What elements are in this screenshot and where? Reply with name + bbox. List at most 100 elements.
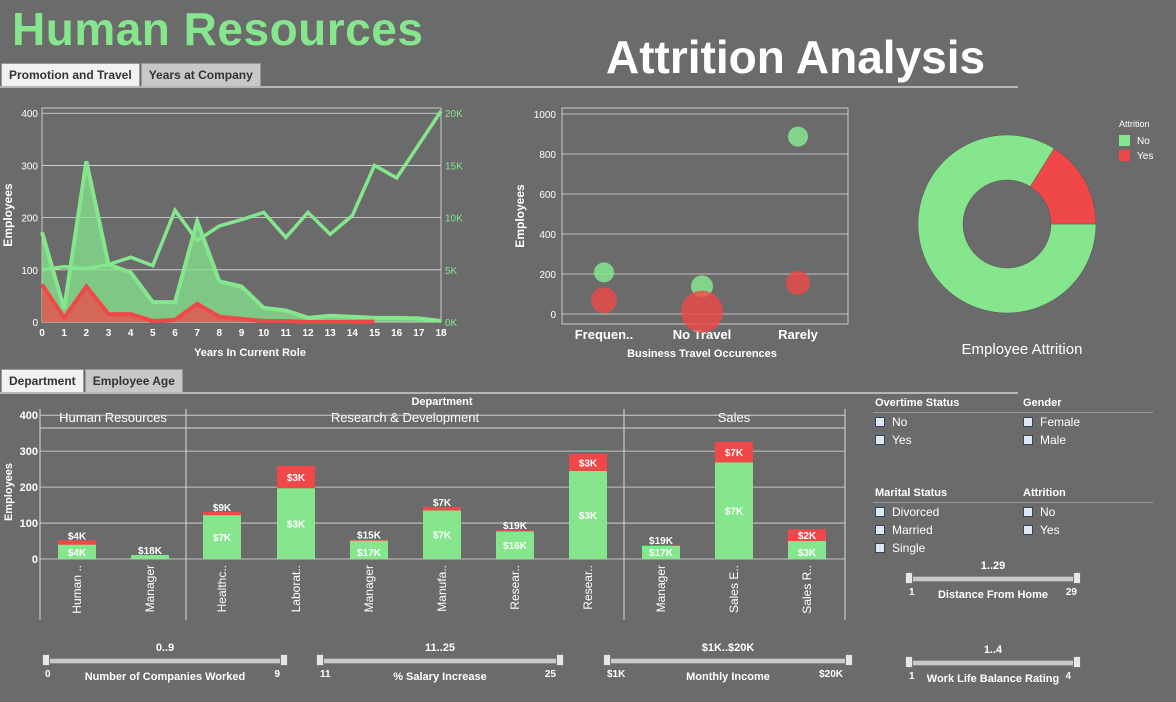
tab-promotion-travel[interactable]: Promotion and Travel <box>1 63 140 86</box>
checkbox-label: No <box>892 415 908 429</box>
attrition-filter-title: Attrition <box>1023 487 1066 499</box>
slider-max-handle[interactable] <box>845 654 853 666</box>
tab-department[interactable]: Department <box>1 369 84 392</box>
slider-track[interactable]: $1K $20K Monthly Income <box>603 654 853 683</box>
top-divider <box>0 86 1018 88</box>
bar-yes <box>423 506 461 511</box>
chart-title: Department <box>411 396 472 408</box>
salary-slider[interactable]: 11..25 11 25 % Salary Increase <box>316 642 564 684</box>
x-tick-label: 2 <box>84 328 90 339</box>
gender-male-checkbox[interactable]: Male <box>1023 433 1066 447</box>
marital-divorced-checkbox[interactable]: Divorced <box>875 505 939 519</box>
x-tick-label: 0 <box>39 328 45 339</box>
slider-track[interactable]: 11 25 % Salary Increase <box>316 654 564 683</box>
checkbox-label: Divorced <box>892 505 940 519</box>
marital-married-checkbox[interactable]: Married <box>875 523 933 537</box>
bar-yes-label: $18K <box>138 546 163 557</box>
y-tick-label: 200 <box>539 270 556 281</box>
companies-slider[interactable]: 0..9 0 9 Number of Companies Worked <box>42 642 288 684</box>
checkbox-box[interactable] <box>875 435 885 445</box>
checkbox-label: Single <box>892 541 926 555</box>
slider-min: $1K <box>607 669 626 680</box>
slider-range: 0..9 <box>155 642 175 654</box>
bar-no-label: $16K <box>503 541 528 552</box>
x-tick-label: 11 <box>281 328 292 339</box>
y-tick-label: 800 <box>539 150 556 161</box>
bar-no-label: $17K <box>649 548 674 559</box>
donut-chart-plot: Attrition No Yes Employee Attrition <box>917 119 1153 358</box>
brand-title: Human Resources <box>12 3 424 55</box>
donut-chart: Attrition No Yes Employee Attrition <box>917 119 1153 358</box>
income-slider[interactable]: $1K..$20K $1K $20K Monthly Income <box>603 642 853 684</box>
checkbox-label: Yes <box>1040 523 1060 537</box>
overtime-yes-checkbox[interactable]: Yes <box>875 433 912 447</box>
checkbox-box[interactable] <box>875 525 885 535</box>
attrition-yes-checkbox[interactable]: Yes <box>1023 523 1060 537</box>
bar-no-label: $7K <box>213 533 232 544</box>
slider-max-handle[interactable] <box>556 654 564 666</box>
bubble-yes <box>591 287 617 314</box>
slider-label: Monthly Income <box>686 671 770 683</box>
x-tick-label: Manager <box>362 565 376 612</box>
checkbox-box[interactable] <box>1023 525 1033 535</box>
gender-female-checkbox[interactable]: Female <box>1023 415 1080 429</box>
checkbox-box[interactable] <box>1023 435 1033 445</box>
bar-yes <box>350 539 388 541</box>
x-tick-label: Healthc.. <box>215 565 229 612</box>
slider-range: 11..25 <box>425 642 455 654</box>
checkbox-label: Yes <box>892 433 912 447</box>
slider-max-handle[interactable] <box>1073 572 1081 584</box>
filter-divider <box>873 502 1153 503</box>
checkbox-box[interactable] <box>1023 417 1033 427</box>
slider-min-handle[interactable] <box>905 656 913 668</box>
slider-max-handle[interactable] <box>280 654 288 666</box>
slider-bar <box>609 658 847 664</box>
slider-track[interactable]: 1 29 Distance From Home <box>905 572 1081 601</box>
overtime-no-checkbox[interactable]: No <box>875 415 907 429</box>
slider-max-handle[interactable] <box>1073 656 1081 668</box>
slider-track[interactable]: 0 9 Number of Companies Worked <box>42 654 288 683</box>
bubble-chart: 0 200 400 600 800 1000 Frequen.. No Travel Rarel… <box>513 107 849 360</box>
bar-yes-label: $3K <box>287 473 306 484</box>
checkbox-box[interactable] <box>875 507 885 517</box>
tab-employee-age[interactable]: Employee Age <box>84 369 183 392</box>
slider-min: 1 <box>909 671 915 682</box>
bottom-divider <box>0 392 1018 394</box>
x-tick-label: 16 <box>391 328 403 339</box>
slider-min-handle[interactable] <box>42 654 50 666</box>
overtime-filter-title: Overtime Status <box>875 397 960 409</box>
slider-min-handle[interactable] <box>905 572 913 584</box>
y2-tick-label: 10K <box>445 214 463 225</box>
x-tick-label: 15 <box>369 328 381 339</box>
slider-min-handle[interactable] <box>603 654 611 666</box>
x-tick-label: 10 <box>258 328 270 339</box>
y-axis-label: Employees <box>513 184 527 248</box>
slider-min-handle[interactable] <box>316 654 324 666</box>
slider-track[interactable]: 1 4 Work Life Balance Rating <box>905 656 1081 685</box>
bar-no-label: $3K <box>579 511 598 522</box>
bar-no <box>350 540 388 559</box>
bar-yes <box>496 530 534 532</box>
checkbox-box[interactable] <box>1023 507 1033 517</box>
bottom-tab-bar: Department Employee Age <box>1 369 184 392</box>
marital-single-checkbox[interactable]: Single <box>875 541 925 555</box>
bar-yes <box>642 544 680 546</box>
series-yes-line <box>40 283 375 324</box>
checkbox-box[interactable] <box>875 543 885 553</box>
gender-filter-title: Gender <box>1023 397 1062 409</box>
x-tick-label: 18 <box>435 328 447 339</box>
y-tick-label: 0 <box>32 318 38 329</box>
x-tick-label: 7 <box>194 328 200 339</box>
worklife-slider[interactable]: 1..4 1 4 Work Life Balance Rating <box>905 644 1081 686</box>
bar-no-label: $17K <box>357 548 382 559</box>
distance-slider[interactable]: 1..29 1 29 Distance From Home <box>905 560 1081 601</box>
checkbox-box[interactable] <box>875 417 885 427</box>
y2-tick-label: 5K <box>445 266 458 277</box>
attrition-no-checkbox[interactable]: No <box>1023 505 1055 519</box>
tab-years-at-company[interactable]: Years at Company <box>140 63 261 86</box>
bar-yes-label: $2K <box>798 531 817 542</box>
slider-range: 1..29 <box>980 560 1006 572</box>
x-tick-label: 4 <box>128 328 134 339</box>
x-axis-label: Business Travel Occurences <box>627 348 777 360</box>
